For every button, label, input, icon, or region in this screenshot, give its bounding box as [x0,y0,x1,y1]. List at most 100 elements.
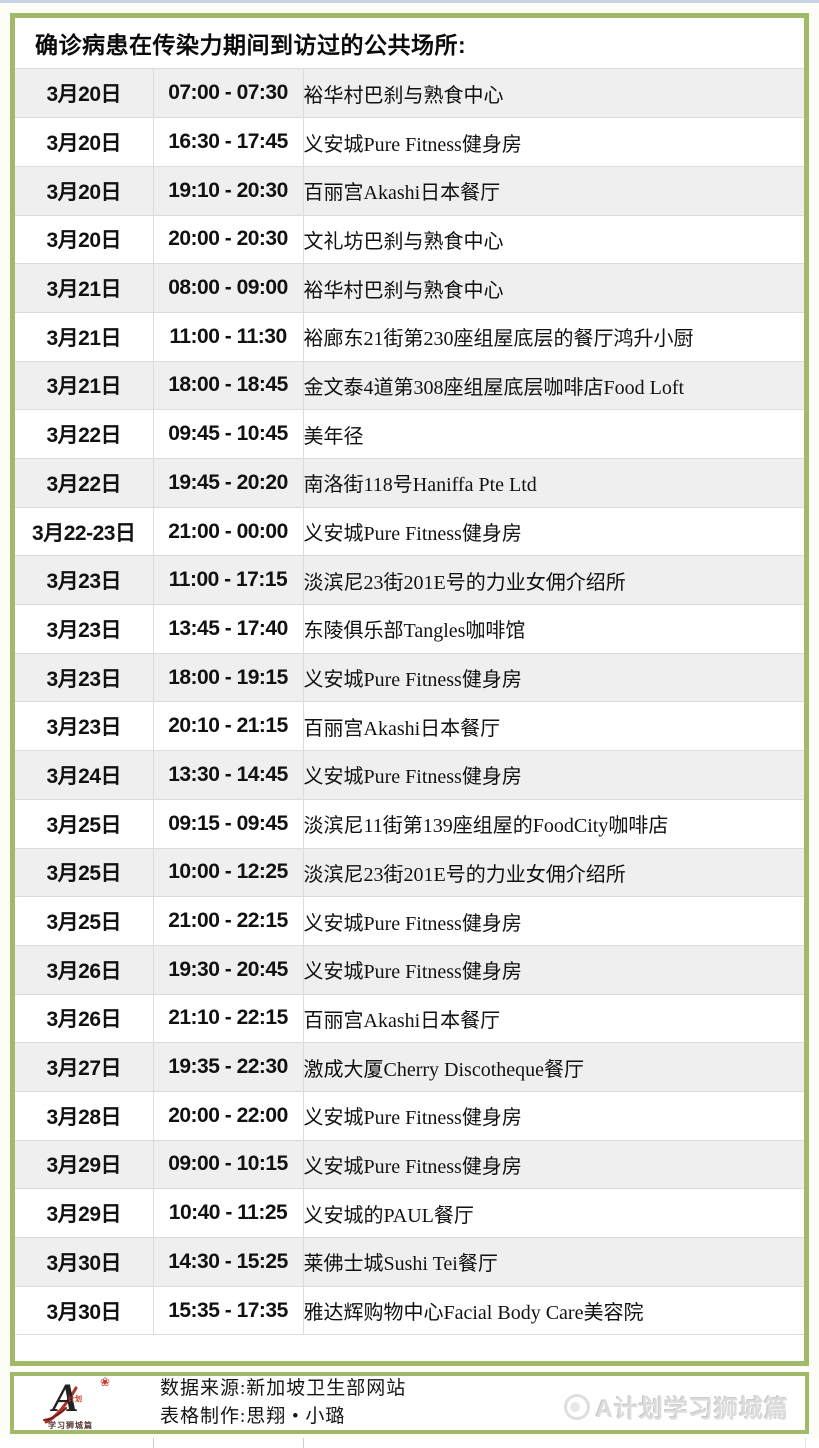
time-cell: 08:00 - 09:00 [153,263,304,313]
time-cell: 19:30 - 20:45 [153,945,304,995]
time-cell: 15:35 - 17:35 [153,1286,304,1336]
table-row: 3月21日 11:00 - 11:30 裕廊东21街第230座组屋底层的餐厅鸿升… [15,312,804,362]
date-cell: 3月26日 [15,994,154,1044]
logo-plan-text: 计划 [68,1396,82,1403]
brand-logo: A ❀ 计划 学习狮城篇 [43,1375,112,1430]
table-row: 3月26日 21:10 - 22:15 百丽宫Akashi日本餐厅 [15,994,804,1044]
location-cell: 淡滨尼11街第139座组屋的FoodCity咖啡店 [303,799,804,849]
time-cell: 09:15 - 09:45 [153,799,304,849]
logo-caption: 学习狮城篇 [48,1421,93,1430]
location-cell: 裕华村巴刹与熟食中心 [303,263,804,313]
location-cell: 南洛街118号Haniffa Pte Ltd [303,458,804,508]
watermark: A计划学习狮城篇 [563,1389,789,1424]
time-cell: 10:40 - 11:25 [153,1188,304,1238]
time-cell: 09:45 - 10:45 [153,409,304,459]
location-cell: 淡滨尼23街201E号的力业女佣介绍所 [303,555,804,606]
table-row: 3月21日 08:00 - 09:00 裕华村巴刹与熟食中心 [15,263,804,313]
crop-column-line [303,1438,304,1448]
date-cell: 3月23日 [15,604,154,654]
table-row: 3月25日 21:00 - 22:15 义安城Pure Fitness健身房 [15,896,804,946]
date-cell: 3月20日 [15,69,154,119]
location-cell: 义安城Pure Fitness健身房 [303,653,804,703]
time-cell: 19:10 - 20:30 [153,166,304,216]
location-cell: 义安城Pure Fitness健身房 [303,750,804,800]
table-row: 3月28日 20:00 - 22:00 义安城Pure Fitness健身房 [15,1091,804,1141]
time-cell: 13:45 - 17:40 [153,604,304,654]
crop-column-line [805,1438,806,1448]
time-cell: 11:00 - 17:15 [153,555,304,606]
table-row: 3月30日 15:35 - 17:35 雅达辉购物中心Facial Body C… [15,1286,804,1336]
time-cell: 21:10 - 22:15 [153,994,304,1044]
time-cell: 18:00 - 19:15 [153,653,304,703]
time-cell: 21:00 - 00:00 [153,507,304,557]
visits-table-body: 3月20日 07:00 - 07:30 裕华村巴刹与熟食中心 3月20日 16:… [15,69,804,1336]
table-row: 3月23日 11:00 - 17:15 淡滨尼23街201E号的力业女佣介绍所 [15,555,804,606]
date-cell: 3月30日 [15,1237,154,1287]
location-cell: 义安城Pure Fitness健身房 [303,1140,804,1190]
date-cell: 3月28日 [15,1091,154,1141]
table-row: 3月25日 10:00 - 12:25 淡滨尼23街201E号的力业女佣介绍所 [15,848,804,898]
location-cell: 东陵俱乐部Tangles咖啡馆 [303,604,804,654]
location-cell: 文礼坊巴刹与熟食中心 [303,215,804,265]
table-row: 3月29日 10:40 - 11:25 义安城的PAUL餐厅 [15,1188,804,1238]
time-cell: 07:00 - 07:30 [153,69,304,119]
date-cell: 3月25日 [15,799,154,849]
watermark-mascot-icon [563,1393,590,1420]
date-cell: 3月25日 [15,848,154,898]
date-cell: 3月23日 [15,701,154,752]
time-cell: 14:30 - 15:25 [153,1237,304,1287]
time-cell: 21:00 - 22:15 [153,896,304,946]
time-cell: 18:00 - 18:45 [153,361,304,411]
table-row: 3月23日 20:10 - 21:15 百丽宫Akashi日本餐厅 [15,701,804,752]
time-cell: 09:00 - 10:15 [153,1140,304,1190]
page-title: 确诊病患在传染力期间到访过的公共场所: [35,32,467,58]
location-cell: 百丽宫Akashi日本餐厅 [303,701,804,752]
table-row: 3月23日 18:00 - 19:15 义安城Pure Fitness健身房 [15,653,804,703]
date-cell: 3月20日 [15,215,154,265]
date-cell: 3月21日 [15,361,154,411]
contact-tracing-table: 确诊病患在传染力期间到访过的公共场所: 3月20日 07:00 - 07:30 … [10,13,809,1366]
time-cell: 20:00 - 22:00 [153,1091,304,1141]
table-row: 3月23日 13:45 - 17:40 东陵俱乐部Tangles咖啡馆 [15,604,804,654]
footer-bar: A ❀ 计划 学习狮城篇 数据来源:新加坡卫生部网站 表格制作:思翔 • 小璐 … [10,1372,809,1434]
date-cell: 3月25日 [15,896,154,946]
bottom-crop-remnant [0,1438,819,1448]
location-cell: 雅达辉购物中心Facial Body Care美容院 [303,1286,804,1336]
table-title-row: 确诊病患在传染力期间到访过的公共场所: [15,18,804,69]
table-row: 3月20日 07:00 - 07:30 裕华村巴刹与熟食中心 [15,69,804,119]
date-cell: 3月24日 [15,750,154,800]
time-cell: 20:00 - 20:30 [153,215,304,265]
logo-seal-icon: ❀ [99,1375,110,1389]
location-cell: 义安城Pure Fitness健身房 [303,117,804,167]
date-cell: 3月20日 [15,117,154,167]
location-cell: 义安城Pure Fitness健身房 [303,896,804,946]
time-cell: 13:30 - 14:45 [153,750,304,800]
table-row: 3月20日 20:00 - 20:30 文礼坊巴刹与熟食中心 [15,215,804,265]
date-cell: 3月21日 [15,312,154,362]
time-cell: 11:00 - 11:30 [153,312,304,362]
table-row: 3月29日 09:00 - 10:15 义安城Pure Fitness健身房 [15,1140,804,1190]
table-row: 3月30日 14:30 - 15:25 莱佛士城Sushi Tei餐厅 [15,1237,804,1287]
location-cell: 裕华村巴刹与熟食中心 [303,69,804,119]
credits-block: 数据来源:新加坡卫生部网站 表格制作:思翔 • 小璐 [160,1375,406,1431]
date-cell: 3月22-23日 [15,507,154,557]
date-cell: 3月21日 [15,263,154,313]
table-row: 3月20日 19:10 - 20:30 百丽宫Akashi日本餐厅 [15,166,804,216]
date-cell: 3月26日 [15,945,154,995]
location-cell: 裕廊东21街第230座组屋底层的餐厅鸿升小厨 [303,312,804,362]
location-cell: 莱佛士城Sushi Tei餐厅 [303,1237,804,1287]
table-row: 3月25日 09:15 - 09:45 淡滨尼11街第139座组屋的FoodCi… [15,799,804,849]
logo-swoosh-icon [43,1386,78,1424]
location-cell: 淡滨尼23街201E号的力业女佣介绍所 [303,848,804,898]
time-cell: 10:00 - 12:25 [153,848,304,898]
date-cell: 3月30日 [15,1286,154,1336]
table-row: 3月22日 09:45 - 10:45 美年径 [15,409,804,459]
location-cell: 百丽宫Akashi日本餐厅 [303,994,804,1044]
table-maker-line: 表格制作:思翔 • 小璐 [160,1406,346,1427]
table-row: 3月21日 18:00 - 18:45 金文泰4道第308座组屋底层咖啡店Foo… [15,361,804,411]
time-cell: 19:35 - 22:30 [153,1042,304,1092]
location-cell: 激成大厦Cherry Discotheque餐厅 [303,1042,804,1092]
location-cell: 义安城的PAUL餐厅 [303,1188,804,1238]
date-cell: 3月20日 [15,166,154,216]
table-row: 3月22日 19:45 - 20:20 南洛街118号Haniffa Pte L… [15,458,804,508]
